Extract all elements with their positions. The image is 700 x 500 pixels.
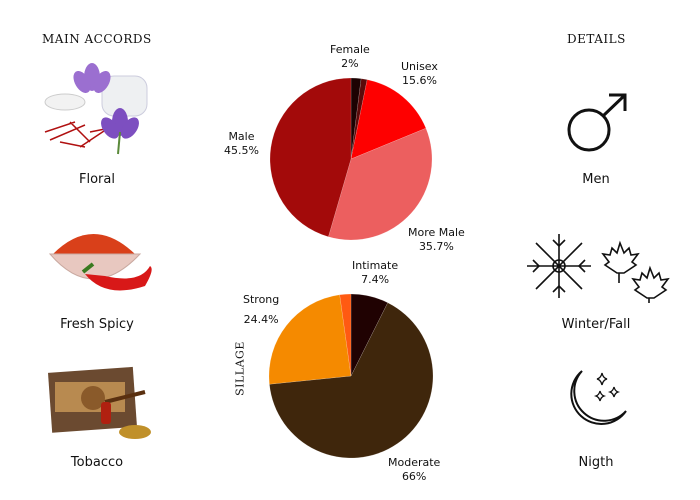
- detail-label: Nigth: [578, 455, 614, 470]
- pie-slice-strong: [268, 294, 352, 385]
- tobacco-pipe-image: [48, 366, 151, 439]
- pie-slice-more-male: [328, 127, 433, 241]
- saffron-crocus-image: [44, 63, 148, 155]
- pie-slice-intimate: [350, 293, 389, 377]
- pie-slice-unlabeled: [339, 293, 352, 377]
- detail-label: Winter/Fall: [561, 317, 631, 332]
- pie-label-male: Male 45.5%: [224, 130, 259, 157]
- chili-pepper-image: [48, 234, 152, 291]
- pie-slice-unisex: [350, 79, 427, 160]
- details-heading: DETAILS: [567, 32, 626, 46]
- pie-slice-moderate: [269, 302, 434, 459]
- main-accords-heading: MAIN ACCORDS: [42, 32, 152, 46]
- male-symbol-icon: [567, 93, 627, 152]
- pie-label-unisex: Unisex 15.6%: [401, 60, 438, 87]
- pie-slice-male: [269, 77, 352, 238]
- pie-label-strong: Strong 24.4%: [243, 293, 280, 326]
- pie-label-moderate: Moderate 66%: [388, 456, 441, 483]
- accord-label: Fresh Spicy: [60, 317, 134, 332]
- detail-label: Men: [582, 172, 610, 187]
- pie-label-female: Female 2%: [330, 43, 370, 70]
- pie-label-intimate: Intimate 7.4%: [352, 259, 399, 286]
- moon-stars-icon: [570, 370, 627, 425]
- accord-label: Tobacco: [70, 455, 124, 470]
- pie-slice-unlabeled: [350, 78, 368, 160]
- pie-label-more-male: More Male 35.7%: [408, 226, 465, 253]
- sillage-axis-title: SILLAGE: [233, 341, 247, 396]
- accord-label: Floral: [79, 172, 115, 187]
- snowflake-maple-leaf-icon: [527, 234, 670, 303]
- pie-slice-female: [350, 77, 362, 160]
